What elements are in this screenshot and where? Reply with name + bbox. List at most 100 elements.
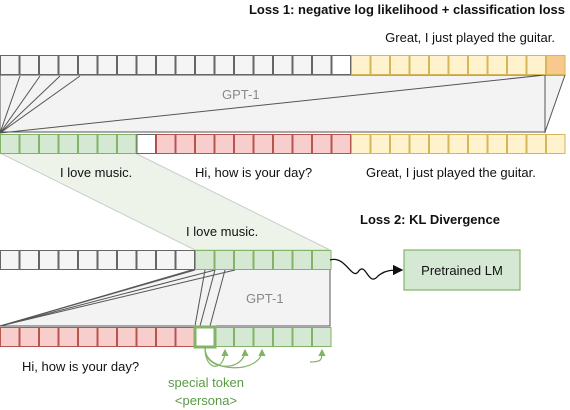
token-cell	[58, 55, 78, 75]
token-cell	[78, 327, 98, 347]
token-cell	[0, 55, 20, 75]
token-cell	[351, 55, 371, 75]
kl-divergence-arrow	[329, 258, 404, 280]
token-cell	[58, 327, 78, 347]
token-cell	[370, 134, 390, 154]
bottom-input-token-row	[0, 327, 332, 347]
token-cell	[117, 134, 137, 154]
special-token-highlight	[193, 325, 217, 349]
token-cell	[292, 55, 312, 75]
token-cell	[409, 134, 429, 154]
token-cell	[156, 327, 176, 347]
token-cell	[234, 327, 254, 347]
token-cell	[39, 55, 59, 75]
token-cell	[487, 134, 507, 154]
top-attention-lines	[0, 74, 546, 134]
token-cell	[156, 134, 176, 154]
token-cell	[136, 327, 156, 347]
token-cell	[273, 327, 293, 347]
token-cell	[507, 134, 527, 154]
token-cell	[214, 55, 234, 75]
token-cell	[214, 134, 234, 154]
token-cell	[175, 327, 195, 347]
token-cell	[195, 250, 215, 270]
loss1-target-text: Great, I just played the guitar.	[385, 30, 555, 45]
token-cell	[195, 55, 215, 75]
token-cell	[526, 55, 546, 75]
token-cell	[312, 55, 332, 75]
token-cell	[97, 134, 117, 154]
token-cell	[117, 250, 137, 270]
token-cell	[175, 55, 195, 75]
special-token-label: special token	[168, 375, 244, 390]
top-output-token-row	[0, 55, 566, 75]
special-token-name: <persona>	[175, 393, 237, 408]
token-cell	[78, 134, 98, 154]
token-cell	[0, 250, 20, 270]
token-cell	[312, 250, 332, 270]
token-cell	[429, 134, 449, 154]
token-cell	[292, 327, 312, 347]
token-cell	[546, 55, 566, 75]
token-cell	[253, 55, 273, 75]
token-cell	[273, 250, 293, 270]
token-cell	[234, 134, 254, 154]
token-cell	[97, 55, 117, 75]
token-cell	[253, 134, 273, 154]
bottom-output-token-row	[0, 250, 332, 270]
loss2-target-text: I love music.	[186, 224, 258, 239]
token-cell	[390, 55, 410, 75]
token-cell	[429, 55, 449, 75]
token-cell	[546, 134, 566, 154]
token-cell	[117, 327, 137, 347]
token-cell	[39, 134, 59, 154]
token-cell	[156, 250, 176, 270]
token-cell	[370, 55, 390, 75]
token-cell	[214, 250, 234, 270]
top-input-segment-query: Hi, how is your day?	[195, 165, 312, 180]
token-cell	[0, 327, 20, 347]
top-model-label: GPT-1	[222, 87, 260, 102]
token-cell	[97, 327, 117, 347]
token-cell	[526, 134, 546, 154]
token-cell	[487, 55, 507, 75]
token-cell	[39, 327, 59, 347]
pretrained-lm-box	[403, 249, 521, 291]
token-cell	[39, 250, 59, 270]
token-cell	[19, 250, 39, 270]
token-cell	[390, 134, 410, 154]
pretrained-lm-label: Pretrained LM	[421, 263, 503, 278]
top-model-region	[0, 74, 566, 133]
bottom-attention-lines	[0, 269, 236, 327]
token-cell	[19, 327, 39, 347]
token-cell	[331, 134, 351, 154]
special-token-arrows	[204, 347, 326, 369]
token-cell	[312, 134, 332, 154]
token-cell	[136, 55, 156, 75]
token-cell	[0, 134, 20, 154]
token-cell	[253, 250, 273, 270]
loss1-title: Loss 1: negative log likelihood + classi…	[249, 2, 565, 17]
token-cell	[468, 55, 488, 75]
token-cell	[507, 55, 527, 75]
token-cell	[195, 134, 215, 154]
token-cell	[19, 55, 39, 75]
token-cell	[78, 250, 98, 270]
token-cell	[117, 55, 137, 75]
token-cell	[468, 134, 488, 154]
token-cell	[234, 250, 254, 270]
token-cell	[136, 134, 156, 154]
token-cell	[273, 134, 293, 154]
token-cell	[58, 134, 78, 154]
token-cell	[214, 327, 234, 347]
top-input-token-row	[0, 134, 566, 154]
token-cell	[273, 55, 293, 75]
token-cell	[97, 250, 117, 270]
bottom-model-label: GPT-1	[246, 291, 284, 306]
token-cell	[292, 250, 312, 270]
token-cell	[331, 55, 351, 75]
token-cell	[292, 134, 312, 154]
token-cell	[175, 134, 195, 154]
token-cell	[78, 55, 98, 75]
token-cell	[175, 250, 195, 270]
